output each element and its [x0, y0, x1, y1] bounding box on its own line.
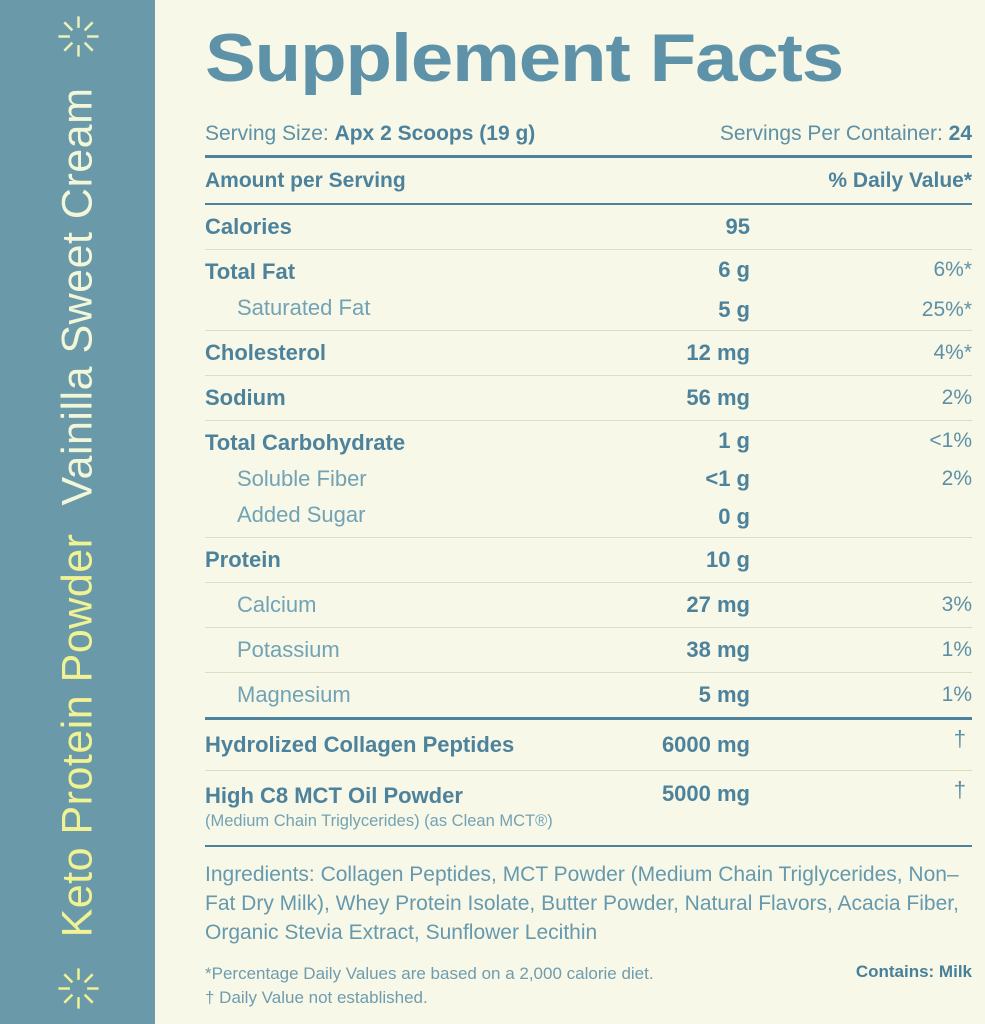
- mct-subnote: (Medium Chain Triglycerides) (as Clean M…: [205, 812, 553, 830]
- dv-value: 1%: [941, 638, 972, 661]
- servings-per-container: Servings Per Container: 24: [719, 122, 972, 145]
- nutrient-row-calcium: Calcium 27 mg 3%: [205, 583, 972, 627]
- dv-value: 3%: [941, 593, 972, 616]
- product-flavor: Vainilla Sweet Cream: [53, 87, 101, 505]
- page-title: Supplement Facts: [205, 20, 844, 96]
- product-sidebar: Keto Protein Powder Vainilla Sweet Cream: [0, 0, 155, 1024]
- divider: [205, 770, 972, 771]
- dv-value: 6%*: [933, 258, 972, 281]
- divider: [205, 672, 972, 673]
- nutrient-row-collagen-peptides: Hydrolized Collagen Peptides 6000 mg †: [205, 726, 966, 757]
- amount-header: Amount per Serving: [205, 169, 406, 192]
- amount-value: 6000 mg: [661, 732, 750, 757]
- supplement-facts-panel: Supplement Facts Serving Size: Apx 2 Sco…: [155, 0, 985, 1024]
- divider: [205, 330, 972, 331]
- divider: [205, 155, 972, 158]
- nutrient-row-cholesterol: Cholesterol 12 mg 4%*: [205, 340, 972, 365]
- dagger-footnote: † Daily Value not established.: [205, 988, 428, 1007]
- nutrient-row-potassium: Potassium 38 mg 1%: [205, 628, 972, 672]
- amount-value: 38 mg: [686, 637, 750, 662]
- amount-value: 10 g: [705, 547, 750, 572]
- dv-value: <1%: [929, 429, 972, 452]
- nutrient-row-soluble-fiber: Soluble Fiber <1 g 2%: [205, 461, 972, 497]
- nutrient-row-protein: Protein 10 g: [205, 547, 750, 572]
- dv-dagger: †: [953, 726, 966, 751]
- allergen-statement: Contains: Milk: [855, 962, 972, 981]
- product-name: Keto Protein Powder: [53, 533, 101, 937]
- amount-value: 6 g: [718, 257, 750, 282]
- dv-value: 2%: [941, 467, 972, 490]
- amount-value: <1 g: [705, 466, 750, 491]
- star-burst-icon: [57, 967, 98, 1009]
- divider: [205, 582, 972, 583]
- amount-value: 1 g: [718, 428, 750, 453]
- nutrient-row-added-sugar: Added Sugar 0 g: [205, 497, 972, 537]
- divider: [205, 420, 972, 421]
- amount-value: 56 mg: [686, 385, 750, 410]
- nutrient-row-saturated-fat: Saturated Fat 5 g 25%*: [205, 290, 972, 330]
- divider: [205, 717, 972, 720]
- daily-value-footnote: *Percentage Daily Values are based on a …: [205, 964, 654, 983]
- serving-size: Serving Size: Apx 2 Scoops (19 g): [205, 122, 536, 145]
- daily-value-header: % Daily Value*: [828, 169, 972, 192]
- footnotes: *Percentage Daily Values are based on a …: [205, 962, 972, 1010]
- nutrient-row-mct-oil-powder: High C8 MCT Oil Powder (Medium Chain Tri…: [205, 771, 972, 845]
- dv-value: 25%*: [921, 298, 972, 321]
- amount-value: 0 g: [718, 504, 750, 529]
- divider: [205, 845, 972, 847]
- nutrient-row-total-carbohydrate: Total Carbohydrate 1 g <1%: [205, 428, 972, 455]
- dv-value: 1%: [941, 683, 972, 706]
- nutrient-row-total-fat: Total Fat 6 g 6%*: [205, 257, 972, 284]
- divider: [205, 627, 972, 628]
- amount-value: 5 g: [718, 297, 750, 322]
- divider: [205, 249, 972, 250]
- nutrient-row-magnesium: Magnesium 5 mg 1%: [205, 673, 972, 717]
- nutrient-row-calories: Calories 95: [205, 214, 750, 239]
- dv-value: 2%: [941, 386, 972, 409]
- sidebar-rotated-text: Keto Protein Powder Vainilla Sweet Cream: [0, 0, 155, 1024]
- ingredients-text: Ingredients: Collagen Peptides, MCT Powd…: [205, 863, 959, 944]
- serving-info: Serving Size: Apx 2 Scoops (19 g) Servin…: [205, 122, 972, 146]
- amount-value: 12 mg: [686, 340, 750, 365]
- amount-value: 5000 mg: [661, 781, 750, 806]
- divider: [205, 203, 972, 205]
- star-burst-icon: [57, 15, 98, 57]
- nutrient-row-sodium: Sodium 56 mg 2%: [205, 385, 972, 410]
- amount-value: 5 mg: [698, 682, 750, 707]
- table-header: Amount per Serving % Daily Value*: [205, 158, 972, 203]
- divider: [205, 537, 972, 538]
- dv-dagger: †: [953, 777, 966, 802]
- amount-value: 27 mg: [686, 592, 750, 617]
- divider: [205, 375, 972, 376]
- amount-value: 95: [725, 214, 750, 239]
- dv-value: 4%*: [933, 341, 972, 364]
